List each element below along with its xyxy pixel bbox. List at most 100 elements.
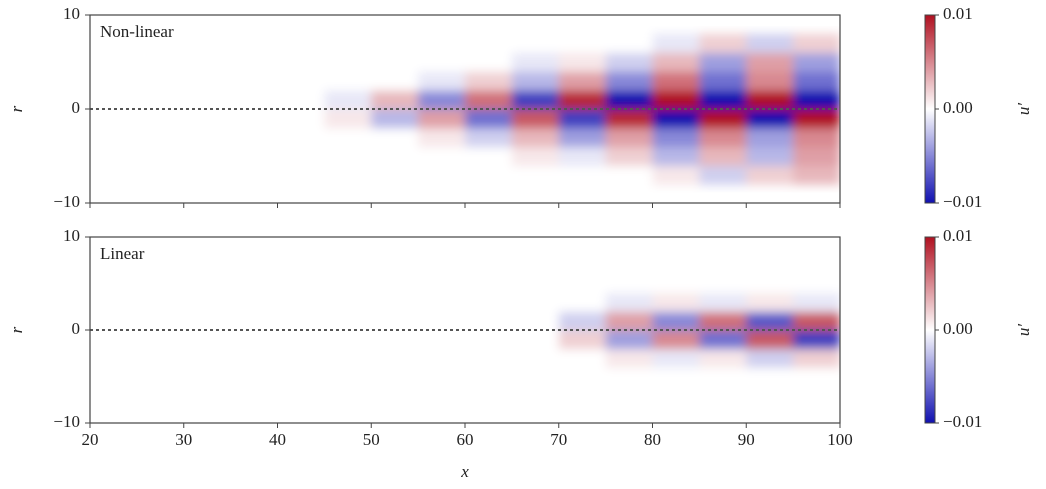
x-tick-label: 70 bbox=[550, 430, 567, 449]
heatmap-cell bbox=[90, 274, 138, 294]
heatmap-cell bbox=[277, 385, 325, 405]
heatmap-cell bbox=[465, 385, 513, 405]
heatmap-cell bbox=[465, 165, 513, 185]
heatmap-cell bbox=[136, 348, 185, 368]
heatmap-cell bbox=[183, 367, 232, 387]
heatmap-cell bbox=[183, 385, 232, 405]
heatmap-cell bbox=[465, 52, 513, 72]
heatmap-cell bbox=[699, 255, 747, 275]
heatmap-cell bbox=[90, 109, 138, 129]
heatmap-cell bbox=[511, 255, 560, 275]
heatmap-cell bbox=[371, 367, 419, 387]
heatmap-cell bbox=[793, 71, 840, 91]
heatmap-cell bbox=[605, 367, 653, 387]
heatmap-cell bbox=[418, 90, 466, 110]
heatmap-cell bbox=[371, 292, 419, 312]
heatmap-cell bbox=[418, 311, 466, 331]
heatmap-cell bbox=[605, 292, 653, 312]
heatmap-cell bbox=[605, 146, 653, 166]
heatmap-cell bbox=[324, 367, 372, 387]
heatmap-cell bbox=[324, 90, 372, 110]
heatmap-cell bbox=[746, 127, 794, 148]
heatmap-cell bbox=[652, 109, 700, 129]
heatmap-cell bbox=[90, 146, 138, 166]
heatmap-cell bbox=[465, 146, 513, 166]
heatmap-clip bbox=[90, 33, 840, 185]
heatmap-cell bbox=[183, 348, 232, 368]
heatmap-cell bbox=[558, 165, 607, 185]
heatmap-cell bbox=[699, 348, 747, 368]
y-tick-label: 10 bbox=[63, 226, 80, 245]
heatmap-cell bbox=[371, 311, 419, 331]
heatmap-cell bbox=[793, 90, 840, 110]
heatmap-cell bbox=[511, 165, 560, 185]
heatmap-cell bbox=[605, 348, 653, 368]
heatmap-cell bbox=[558, 33, 607, 54]
heatmap-cell bbox=[793, 330, 840, 350]
heatmap-cell bbox=[136, 292, 185, 312]
heatmap-cell bbox=[652, 71, 700, 91]
heatmap-cell bbox=[136, 255, 185, 275]
heatmap-cell bbox=[371, 255, 419, 275]
heatmap-cell bbox=[277, 165, 325, 185]
heatmap-cell bbox=[746, 367, 794, 387]
heatmap-cell bbox=[324, 165, 372, 185]
heatmap-cell bbox=[511, 292, 560, 312]
heatmap-cell bbox=[558, 71, 607, 91]
heatmap-cell bbox=[465, 348, 513, 368]
colorbar-tick-label: −0.01 bbox=[943, 192, 982, 211]
heatmap-cell bbox=[277, 255, 325, 275]
heatmap-cell bbox=[183, 146, 232, 166]
heatmap-cell bbox=[605, 52, 653, 72]
heatmap-cell bbox=[230, 165, 278, 185]
heatmap-cell bbox=[465, 330, 513, 350]
heatmap-cell bbox=[746, 311, 794, 331]
heatmap-cell bbox=[136, 165, 185, 185]
heatmap-cell bbox=[418, 367, 466, 387]
heatmap-cell bbox=[558, 330, 607, 350]
heatmap-cell bbox=[324, 146, 372, 166]
heatmap-cell bbox=[136, 274, 185, 294]
heatmap-cell bbox=[230, 385, 278, 405]
heatmap-cell bbox=[418, 33, 466, 54]
heatmap-cell bbox=[652, 90, 700, 110]
heatmap-cell bbox=[465, 33, 513, 54]
heatmap-cell bbox=[324, 33, 372, 54]
heatmap-cell bbox=[746, 146, 794, 166]
x-tick-label: 100 bbox=[827, 430, 853, 449]
heatmap-cell bbox=[558, 274, 607, 294]
heatmap-cell bbox=[277, 52, 325, 72]
heatmap-cell bbox=[558, 292, 607, 312]
heatmap-cell bbox=[793, 311, 840, 331]
heatmap-cell bbox=[183, 330, 232, 350]
heatmap-cell bbox=[371, 165, 419, 185]
y-tick-label: 10 bbox=[63, 4, 80, 23]
heatmap-cell bbox=[746, 255, 794, 275]
heatmap-cell bbox=[418, 292, 466, 312]
colorbar-tick-label: 0.00 bbox=[943, 98, 973, 117]
heatmap-cell bbox=[371, 348, 419, 368]
colorbar-label: u′ bbox=[1014, 103, 1033, 116]
heatmap-cell bbox=[277, 90, 325, 110]
heatmap-cell bbox=[371, 33, 419, 54]
heatmap-cell bbox=[558, 127, 607, 148]
heatmap-cell bbox=[793, 348, 840, 368]
heatmap-cell bbox=[699, 385, 747, 405]
y-tick-label: −10 bbox=[53, 412, 80, 431]
heatmap-cell bbox=[652, 367, 700, 387]
heatmap-cell bbox=[371, 274, 419, 294]
heatmap-cell bbox=[605, 330, 653, 350]
heatmap-cell bbox=[511, 52, 560, 72]
heatmap-cell bbox=[511, 348, 560, 368]
heatmap-cell bbox=[324, 127, 372, 148]
heatmap-cell bbox=[371, 109, 419, 129]
heatmap-cell bbox=[90, 292, 138, 312]
heatmap-cell bbox=[699, 165, 747, 185]
heatmap-cell bbox=[605, 109, 653, 129]
annotation: Non-linear bbox=[100, 22, 174, 41]
heatmap-cell bbox=[136, 146, 185, 166]
heatmap-cell bbox=[230, 33, 278, 54]
heatmap-cell bbox=[136, 71, 185, 91]
heatmap-cell bbox=[699, 330, 747, 350]
